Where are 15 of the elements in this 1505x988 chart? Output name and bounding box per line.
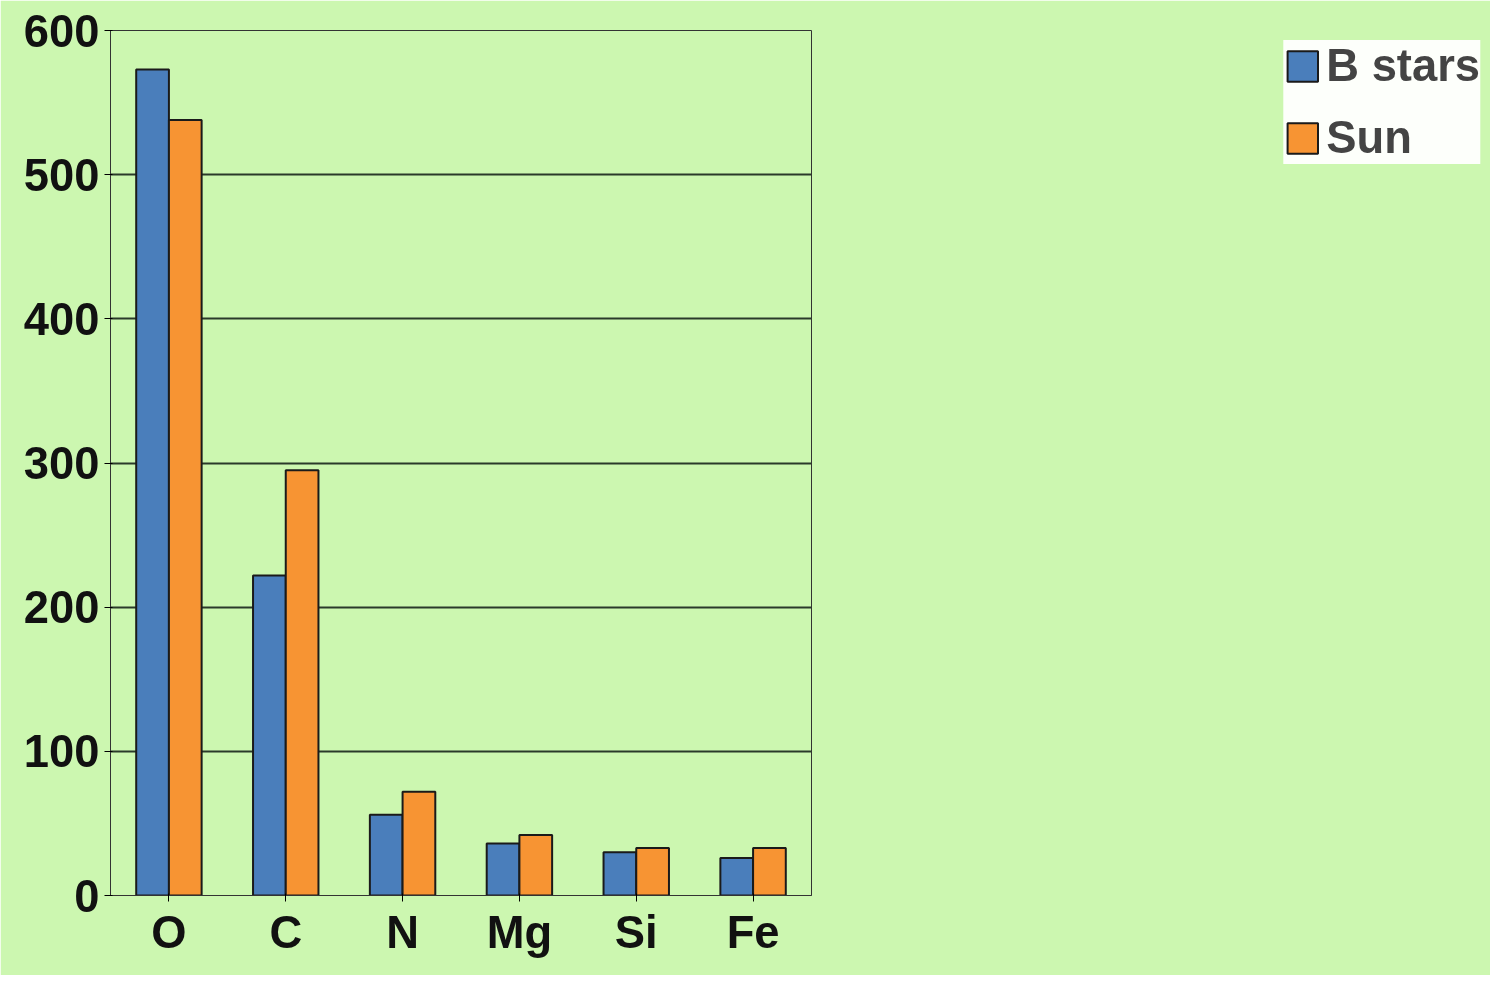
- y-tick-label: 0: [74, 870, 100, 922]
- y-tick-label: 200: [23, 582, 100, 634]
- y-tick-label: 100: [23, 726, 100, 778]
- y-tick-label: 300: [23, 438, 100, 489]
- y-tick-label: 600: [23, 5, 100, 57]
- x-tick-label: Si: [614, 906, 658, 958]
- y-tick-label: 400: [23, 293, 100, 345]
- x-tick-label: C: [269, 906, 303, 958]
- x-tick-label: Mg: [486, 906, 553, 958]
- legend-label: B stars: [1326, 40, 1480, 92]
- legend-label: Sun: [1326, 112, 1412, 164]
- x-tick-label: Fe: [726, 906, 780, 958]
- x-tick-label: N: [386, 906, 419, 958]
- y-tick-label: 500: [23, 149, 100, 201]
- x-tick-label: O: [151, 906, 187, 958]
